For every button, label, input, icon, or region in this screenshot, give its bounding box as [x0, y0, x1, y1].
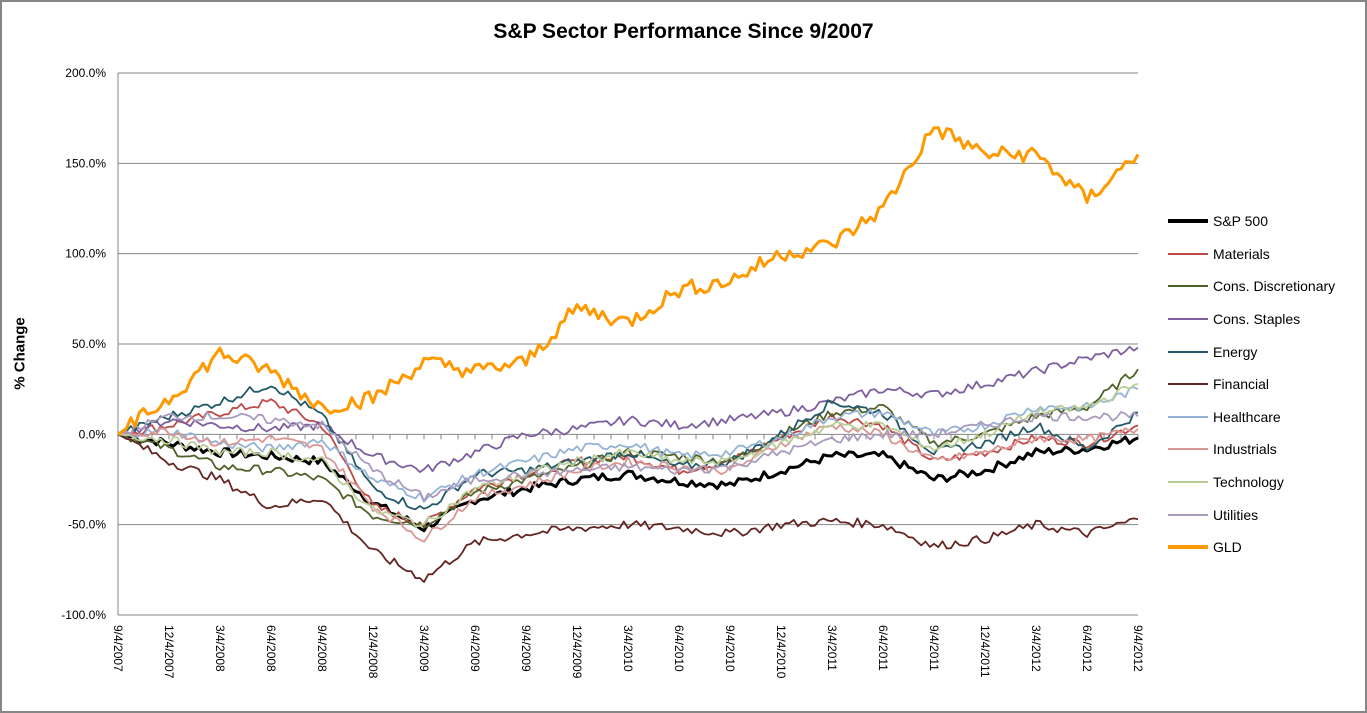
legend-item: Utilities — [1168, 498, 1335, 531]
legend-label: Energy — [1213, 343, 1258, 360]
legend-label: Cons. Staples — [1213, 311, 1301, 328]
series-line-s-p-500 — [117, 432, 1139, 533]
legend-label: Technology — [1213, 474, 1284, 491]
series-line-energy — [117, 385, 1139, 511]
y-tick-label: 150.0% — [65, 156, 106, 170]
legend-label: Financial — [1213, 376, 1270, 393]
legend-label: Industrials — [1213, 441, 1277, 458]
series-line-technology — [117, 382, 1139, 528]
x-tick-label: 9/4/2010 — [723, 625, 737, 672]
series-line-gld — [117, 126, 1140, 436]
x-tick-label: 3/4/2010 — [621, 625, 635, 672]
legend-item: Industrials — [1168, 433, 1335, 466]
legend-label: S&P 500 — [1213, 213, 1269, 230]
x-tick-label: 3/4/2008 — [213, 625, 227, 672]
series-line-industrials — [117, 423, 1139, 543]
legend-item: S&P 500 — [1168, 205, 1335, 238]
legend-label: Utilities — [1213, 506, 1259, 523]
series-line-cons-staples — [117, 345, 1139, 473]
y-tick-label: 50.0% — [72, 337, 106, 351]
x-tick-label: 3/4/2012 — [1029, 625, 1043, 672]
series-line-utilities — [117, 411, 1139, 502]
legend-label: GLD — [1213, 539, 1242, 556]
legend-swatch — [1168, 545, 1208, 550]
x-tick-label: 6/4/2010 — [672, 625, 686, 672]
legend-item: Energy — [1168, 335, 1335, 368]
x-tick-label: 9/4/2008 — [315, 625, 329, 672]
series-line-healthcare — [117, 386, 1139, 503]
legend-swatch — [1168, 415, 1208, 418]
legend-item: Cons. Discretionary — [1168, 270, 1335, 303]
chart-legend: S&P 500 Materials Cons. Discretionary Cons.… — [1168, 205, 1335, 564]
x-tick-label: 6/4/2012 — [1080, 625, 1094, 672]
series-line-financial — [117, 433, 1139, 583]
legend-item: Healthcare — [1168, 401, 1335, 434]
legend-item: GLD — [1168, 531, 1335, 564]
legend-label: Materials — [1213, 245, 1270, 262]
legend-swatch — [1168, 252, 1208, 255]
legend-swatch — [1168, 285, 1208, 288]
x-tick-label: 6/4/2009 — [468, 625, 482, 672]
y-tick-label: -50.0% — [68, 518, 106, 532]
y-tick-label: 0.0% — [79, 427, 107, 441]
x-tick-label: 12/4/2009 — [570, 625, 584, 679]
legend-item: Cons. Staples — [1168, 303, 1335, 336]
x-tick-label: 12/4/2011 — [978, 625, 992, 678]
legend-swatch — [1168, 383, 1208, 386]
x-tick-label: 12/4/2010 — [774, 625, 788, 679]
legend-swatch — [1168, 513, 1208, 516]
legend-swatch — [1168, 481, 1208, 484]
x-tick-label: 12/4/2007 — [162, 625, 176, 679]
legend-label: Cons. Discretionary — [1213, 278, 1336, 295]
x-tick-label: 9/4/2011 — [927, 625, 941, 671]
chart-title: S&P Sector Performance Since 9/2007 — [493, 20, 874, 43]
x-tick-label: 3/4/2009 — [417, 625, 431, 672]
legend-item: Technology — [1168, 466, 1335, 499]
legend-item: Materials — [1168, 238, 1335, 271]
legend-swatch — [1168, 219, 1208, 224]
legend-swatch — [1168, 350, 1208, 353]
y-tick-label: 100.0% — [65, 247, 106, 261]
x-tick-label: 6/4/2008 — [264, 625, 278, 672]
x-tick-label: 9/4/2012 — [1131, 625, 1145, 672]
x-tick-label: 9/4/2007 — [111, 625, 125, 672]
x-tick-label: 9/4/2009 — [519, 625, 533, 672]
x-tick-label: 12/4/2008 — [366, 625, 380, 679]
legend-swatch — [1168, 448, 1208, 451]
legend-item: Financial — [1168, 368, 1335, 401]
legend-swatch — [1168, 318, 1208, 321]
x-tick-label: 6/4/2011 — [876, 625, 890, 671]
x-tick-label: 3/4/2011 — [825, 625, 839, 671]
y-tick-label: -100.0% — [61, 608, 106, 622]
y-tick-label: 200.0% — [65, 66, 106, 80]
legend-label: Healthcare — [1213, 408, 1281, 425]
